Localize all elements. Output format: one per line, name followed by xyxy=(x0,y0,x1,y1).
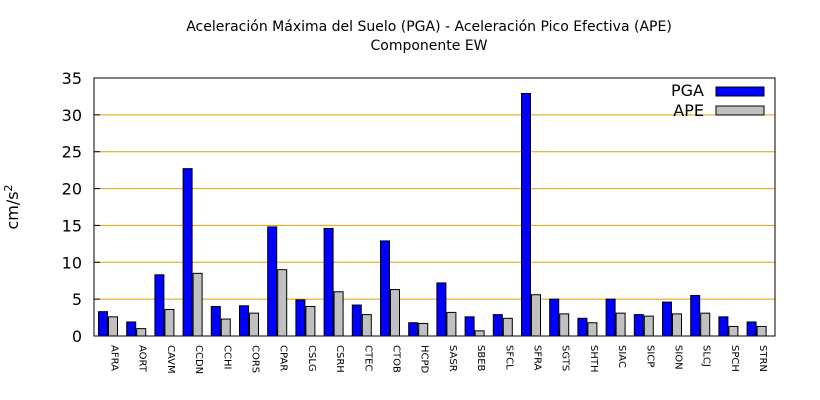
bar-ape-cors xyxy=(249,312,259,337)
bar-ape-sicp xyxy=(643,315,654,337)
bar-pga-sfcl xyxy=(492,314,503,337)
x-tick-label: SICP xyxy=(644,345,655,367)
x-tick-label: AFRA xyxy=(109,345,120,371)
x-tick-label: SION xyxy=(673,345,684,370)
bar-pga-ctob xyxy=(380,240,390,337)
y-axis-label: cm/s2 xyxy=(2,184,22,229)
bar-ape-sfcl xyxy=(502,317,513,337)
bar-ape-sasr xyxy=(446,311,457,337)
bar-pga-slcj xyxy=(690,294,701,337)
x-tick-label: CSLG xyxy=(306,345,317,372)
chart-title: Aceleración Máxima del Suelo (PGA) - Ace… xyxy=(186,19,672,35)
y-tick-label: 10 xyxy=(62,253,82,272)
x-tick-label: SGTS xyxy=(560,345,571,371)
y-tick-label: 15 xyxy=(62,216,82,235)
x-tick-label: CTEC xyxy=(362,345,373,371)
bar-pga-ccdn xyxy=(182,168,193,337)
bar-pga-strn xyxy=(746,321,757,337)
bar-pga-aort xyxy=(126,321,137,337)
y-tick-label: 20 xyxy=(62,180,82,199)
bar-ape-slcj xyxy=(700,312,711,337)
x-tick-label: CORS xyxy=(250,345,261,373)
legend-label-ape: APE xyxy=(673,101,704,120)
bar-ape-sbeb xyxy=(474,330,485,337)
x-tick-label: SASR xyxy=(447,345,458,372)
bar-pga-cors xyxy=(239,305,249,337)
y-axis-label-main: cm/s xyxy=(3,191,22,229)
x-tick-label: HCPD xyxy=(419,345,430,374)
bar-pga-sicp xyxy=(633,314,644,337)
bar-ape-cchi xyxy=(220,318,231,337)
bar-pga-sbeb xyxy=(464,316,475,337)
bar-ape-ctec xyxy=(361,314,372,337)
y-tick-label: 5 xyxy=(72,290,82,309)
legend-swatch-ape xyxy=(715,105,765,116)
x-tick-label: SLCJ xyxy=(701,345,712,367)
y-tick-label: 35 xyxy=(62,69,82,88)
x-axis-ticks: AFRA AORT CAVM CCDN CCHI CORS CPAR CSLG CSRH CTEC… xyxy=(107,330,768,374)
bar-ape-csrh xyxy=(333,291,344,337)
bar-pga-siac xyxy=(605,298,616,337)
bar-pga-cslg xyxy=(295,299,306,337)
bar-ape-shth xyxy=(587,322,598,337)
bar-pga-afra xyxy=(98,311,108,337)
bar-ape-cpar xyxy=(277,269,288,337)
legend-label-pga: PGA xyxy=(671,81,704,100)
bar-ape-sion xyxy=(672,313,682,337)
x-tick-label: CAVM xyxy=(165,345,176,374)
x-tick-label: STRN xyxy=(757,345,768,372)
bar-pga-shth xyxy=(577,317,588,337)
x-tick-label: SHTH xyxy=(588,345,599,373)
bar-pga-cchi xyxy=(210,306,221,337)
x-tick-label: SFCL xyxy=(503,345,514,370)
y-axis-label-superscript: 2 xyxy=(2,184,15,191)
y-tick-label: 25 xyxy=(62,143,82,162)
grid-lines xyxy=(94,114,775,300)
bar-pga-sfra xyxy=(521,92,531,337)
x-tick-label: AORT xyxy=(137,345,148,373)
bar-pga-cavm xyxy=(154,274,165,337)
bar-ape-aort xyxy=(136,328,147,337)
bar-pga-cpar xyxy=(267,226,278,337)
bar-ape-afra xyxy=(108,316,118,337)
bar-ape-cavm xyxy=(164,308,175,337)
bar-pga-sasr xyxy=(436,282,447,337)
y-tick-label: 30 xyxy=(62,106,82,125)
x-tick-label: CSRH xyxy=(334,345,345,373)
x-tick-label: SIAC xyxy=(616,345,627,368)
bar-ape-siac xyxy=(615,312,626,337)
bars xyxy=(98,92,767,337)
bar-ape-strn xyxy=(756,325,767,337)
bar-pga-sion xyxy=(662,301,672,337)
bar-ape-spch xyxy=(728,325,739,337)
bar-pga-sgts xyxy=(549,298,560,337)
bar-pga-hcpd xyxy=(408,322,419,337)
legend-swatch-pga xyxy=(715,86,765,97)
plot-frame xyxy=(93,77,776,337)
bar-pga-ctec xyxy=(351,304,362,337)
bar-ape-sgts xyxy=(559,313,570,337)
x-tick-label: CPAR xyxy=(278,345,289,371)
bar-ape-cslg xyxy=(305,306,316,337)
bar-ape-hcpd xyxy=(418,322,429,337)
bar-ape-ctob xyxy=(390,289,400,337)
x-tick-label: CCDN xyxy=(193,345,204,374)
x-tick-label: SPCH xyxy=(729,345,740,372)
x-tick-label: SBEB xyxy=(475,345,486,372)
y-tick-label: 0 xyxy=(72,327,82,346)
bar-ape-ccdn xyxy=(192,272,203,337)
chart-subtitle: Componente EW xyxy=(370,38,487,54)
x-tick-label: CCHI xyxy=(221,345,232,369)
legend: PGA APE xyxy=(671,81,765,120)
x-tick-label: SFRA xyxy=(532,345,543,371)
bar-pga-spch xyxy=(718,316,729,337)
bar-ape-sfra xyxy=(531,294,541,337)
bar-pga-csrh xyxy=(323,227,334,337)
x-tick-label: CTOB xyxy=(391,345,402,373)
